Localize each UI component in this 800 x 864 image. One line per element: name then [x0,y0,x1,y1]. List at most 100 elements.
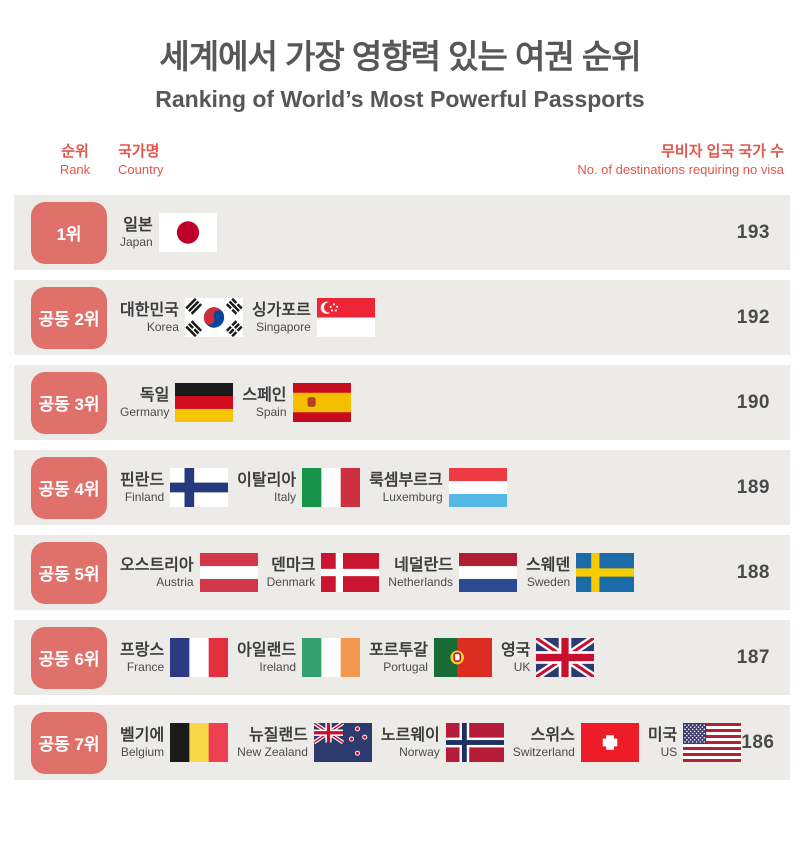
country-name-korean: 핀란드 [120,471,165,489]
country-name-korean: 독일 [139,386,170,404]
country-cell: 노르웨이 Norway [381,723,504,762]
rank-badge: 공동 6위 [31,626,107,689]
table-row: 공동 6위 프랑스 France 아일랜드 Ireland 포르투갈 Portugal 영국… [14,620,790,695]
country-list: 독일 Germany 스페인 Spain [111,383,351,422]
country-label: 영국 UK [501,641,530,675]
page-subtitle: Ranking of World’s Most Powerful Passpor… [155,86,645,112]
switzerland-flag-icon [580,723,639,762]
norway-flag-icon [445,723,504,762]
visa-free-count: 187 [736,646,770,668]
country-label: 네덜란드 Netherlands [388,556,453,590]
country-name-korean: 스위스 [530,726,575,744]
country-name-english: Germany [120,404,170,419]
united-states-flag-icon [683,723,742,762]
visa-free-count: 186 [741,731,775,753]
country-name-korean: 싱가포르 [251,301,311,319]
country-name-english: Denmark [266,574,316,589]
column-header-visa-count: 무비자 입국 국가 수 No. of destinations requirin… [577,143,784,178]
country-cell: 아일랜드 Ireland [237,638,361,677]
country-name-korean: 오스트리아 [120,556,194,574]
finland-flag-icon [170,468,229,507]
rank-badge: 공동 7위 [31,711,107,774]
country-label: 오스트리아 Austria [120,556,194,590]
country-label: 독일 Germany [120,386,169,420]
count-header-korean: 무비자 입국 국가 수 [661,143,784,160]
country-label: 포르투갈 Portugal [369,641,428,675]
country-list: 오스트리아 Austria 덴마크 Denmark 네덜란드 Netherlands 스웨덴… [111,553,635,592]
column-headers: 순위 Rank 국가명 Country 무비자 입국 국가 수 No. of d… [14,143,790,187]
country-name-english: Ireland [259,659,297,674]
table-row: 1위 일본 Japan 193 [14,195,790,270]
country-list: 대한민국 Korea 싱가포르 Singapore [111,298,375,337]
country-name-korean: 덴마크 [271,556,316,574]
singapore-flag-icon [316,298,375,337]
country-label: 대한민국 Korea [120,301,179,335]
country-name-korean: 네덜란드 [394,556,454,574]
country-name-korean: 영국 [500,641,531,659]
sweden-flag-icon [576,553,635,592]
country-name-english: Luxemburg [382,489,443,504]
rank-header-korean: 순위 [61,143,89,160]
country-label: 미국 US [648,726,677,760]
rank-badge: 공동 2위 [31,286,107,349]
visa-free-count: 190 [736,391,770,413]
country-name-korean: 일본 [123,216,153,234]
country-label: 싱가포르 Singapore [252,301,311,335]
table-row: 공동 5위 오스트리아 Austria 덴마크 Denmark 네덜란드 Netherlan… [14,535,790,610]
japan-flag-icon [158,213,217,252]
country-cell: 스웨덴 Sweden [526,553,635,592]
table-row: 공동 2위 대한민국 Korea 싱가포르 Singapore 192 [14,280,790,355]
country-cell: 룩셈부르크 Luxemburg [369,468,507,507]
country-cell: 일본 Japan [120,213,217,252]
country-cell: 미국 US [648,723,742,762]
country-name-english: Austria [156,574,194,589]
country-cell: 독일 Germany [120,383,234,422]
country-cell: 네덜란드 Netherlands [388,553,518,592]
country-name-english: Sweden [526,574,571,589]
country-label: 벨기에 Belgium [120,726,164,760]
column-header-country: 국가명 Country [118,143,164,178]
country-name-korean: 뉴질랜드 [249,726,308,744]
denmark-flag-icon [321,553,380,592]
netherlands-flag-icon [459,553,518,592]
count-header-english: No. of destinations requiring no visa [577,161,784,177]
country-label: 아일랜드 Ireland [237,641,296,675]
country-cell: 벨기에 Belgium [120,723,229,762]
country-label: 노르웨이 Norway [381,726,440,760]
country-cell: 싱가포르 Singapore [252,298,375,337]
country-list: 프랑스 France 아일랜드 Ireland 포르투갈 Portugal 영국 UK [111,638,595,677]
country-cell: 뉴질랜드 New Zealand [237,723,372,762]
country-name-english: US [660,744,678,759]
italy-flag-icon [302,468,361,507]
country-header-english: Country [118,161,164,177]
country-name-english: Japan [120,234,153,249]
country-name-english: UK [513,659,531,674]
country-name-english: Italy [274,489,297,504]
country-name-korean: 대한민국 [120,301,179,319]
country-name-english: Korea [146,319,179,334]
country-name-korean: 노르웨이 [380,726,440,744]
belgium-flag-icon [170,723,229,762]
country-cell: 대한민국 Korea [120,298,243,337]
south-korea-flag-icon [184,298,243,337]
country-name-english: Belgium [120,744,165,759]
country-label: 스위스 Switzerland [513,726,575,760]
infographic: 세계에서 가장 영향력 있는 여권 순위 Ranking of World’s … [0,30,800,780]
austria-flag-icon [199,553,258,592]
country-name-korean: 프랑스 [120,641,165,659]
country-name-english: France [126,659,165,674]
country-cell: 포르투갈 Portugal [369,638,492,677]
country-list: 벨기에 Belgium 뉴질랜드 New Zealand 노르웨이 Norway 스위스… [111,723,742,762]
country-name-english: Netherlands [388,574,454,589]
country-name-korean: 스페인 [242,386,287,404]
table-row: 공동 4위 핀란드 Finland 이탈리아 Italy 룩셈부르크 Luxemburg 18… [14,450,790,525]
ireland-flag-icon [302,638,361,677]
country-cell: 영국 UK [501,638,595,677]
new-zealand-flag-icon [313,723,372,762]
country-name-english: Finland [124,489,165,504]
country-name-korean: 룩셈부르크 [369,471,443,489]
page-title: 세계에서 가장 영향력 있는 여권 순위 [159,38,641,75]
country-list: 일본 Japan [111,213,217,252]
rank-header-english: Rank [59,161,91,177]
country-cell: 스페인 Spain [242,383,351,422]
